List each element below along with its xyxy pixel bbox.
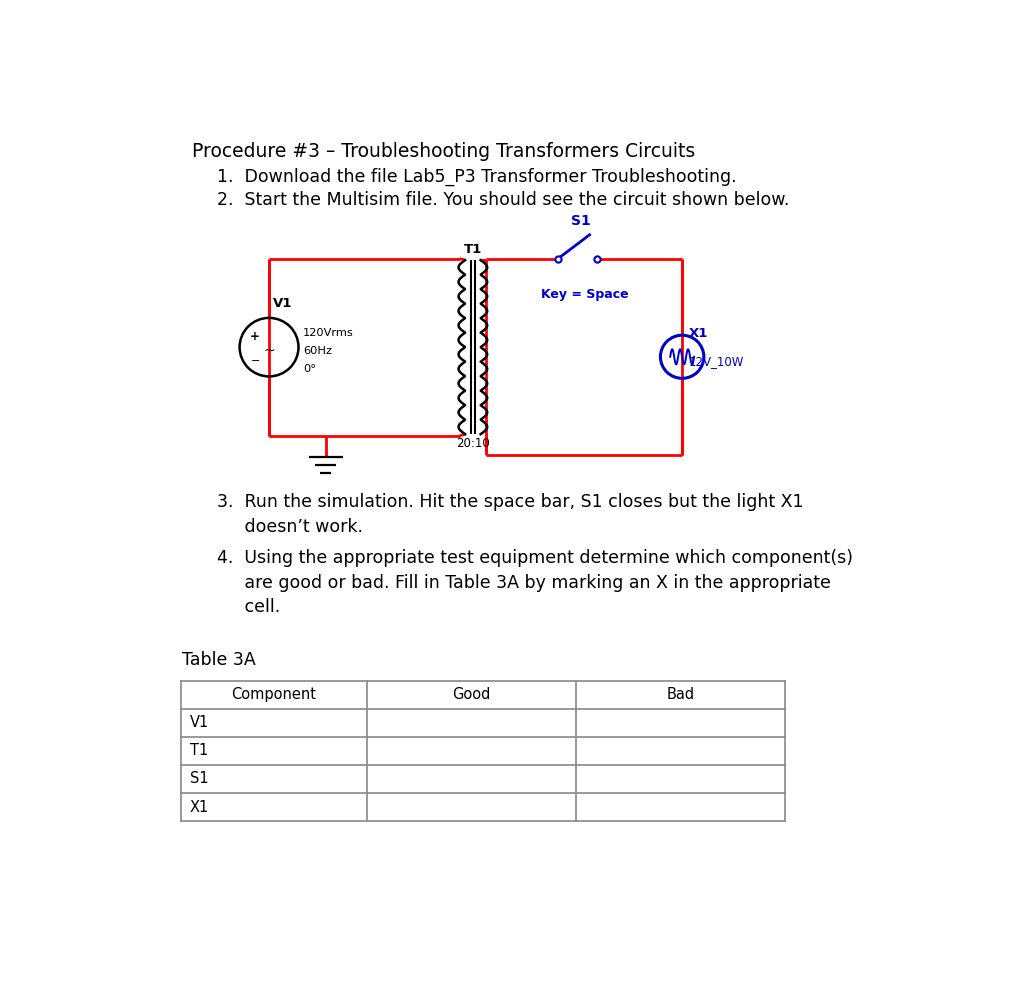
Text: Procedure #3 – Troubleshooting Transformers Circuits: Procedure #3 – Troubleshooting Transform…	[191, 142, 695, 161]
Text: Bad: Bad	[667, 687, 694, 702]
Text: 20:10: 20:10	[456, 437, 489, 450]
Text: V1: V1	[190, 715, 209, 730]
Text: T1: T1	[464, 243, 482, 256]
Text: −: −	[251, 356, 260, 366]
Text: cell.: cell.	[217, 598, 281, 616]
Text: doesn’t work.: doesn’t work.	[217, 518, 364, 536]
Text: 3.  Run the simulation. Hit the space bar, S1 closes but the light X1: 3. Run the simulation. Hit the space bar…	[217, 493, 804, 511]
Text: 1.  Download the file Lab5_P3 Transformer Troubleshooting.: 1. Download the file Lab5_P3 Transformer…	[217, 168, 736, 186]
Text: X1: X1	[688, 327, 708, 340]
Text: 60Hz: 60Hz	[303, 346, 332, 356]
Text: 4.  Using the appropriate test equipment determine which component(s): 4. Using the appropriate test equipment …	[217, 549, 853, 567]
Text: S1: S1	[190, 771, 209, 786]
Text: V1: V1	[273, 297, 292, 310]
Text: 120Vrms: 120Vrms	[303, 328, 354, 338]
Text: X1: X1	[190, 800, 209, 815]
Text: 12V_10W: 12V_10W	[688, 355, 743, 368]
Text: ~: ~	[263, 344, 274, 358]
Text: Good: Good	[453, 687, 490, 702]
Text: T1: T1	[190, 743, 208, 758]
Text: Key = Space: Key = Space	[542, 288, 629, 301]
Text: 2.  Start the Multisim file. You should see the circuit shown below.: 2. Start the Multisim file. You should s…	[217, 191, 790, 209]
Text: 0°: 0°	[303, 364, 316, 374]
Text: Table 3A: Table 3A	[182, 651, 256, 669]
Text: S1: S1	[571, 214, 591, 228]
Text: +: +	[250, 330, 260, 343]
Text: Component: Component	[231, 687, 316, 702]
Text: are good or bad. Fill in Table 3A by marking an X in the appropriate: are good or bad. Fill in Table 3A by mar…	[217, 574, 831, 592]
